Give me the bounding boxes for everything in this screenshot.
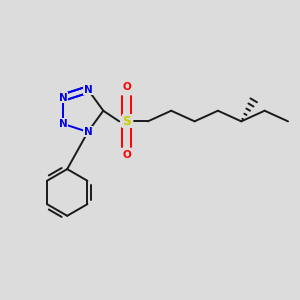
Text: N: N [83,85,92,94]
Text: O: O [122,150,131,160]
Text: S: S [122,115,131,128]
Text: N: N [58,93,67,103]
Text: N: N [58,119,67,129]
Text: N: N [83,127,92,137]
Text: O: O [122,82,131,92]
